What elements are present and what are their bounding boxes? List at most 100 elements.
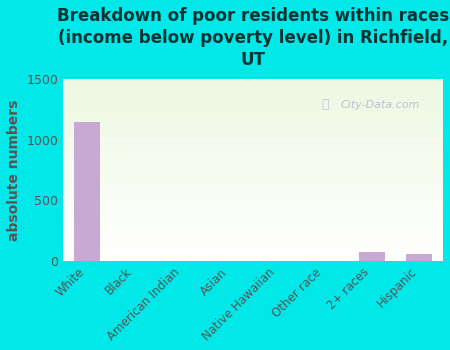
Bar [63, 227, 443, 228]
Bar [63, 133, 443, 134]
Bar [63, 234, 443, 235]
Bar [63, 218, 443, 219]
Bar [63, 156, 443, 157]
Bar [63, 190, 443, 191]
Bar [63, 198, 443, 199]
Bar [63, 206, 443, 207]
Bar [63, 146, 443, 147]
Bar [63, 109, 443, 110]
Bar [63, 85, 443, 86]
Bar [63, 145, 443, 146]
Bar [63, 104, 443, 105]
Bar [63, 107, 443, 108]
Bar [63, 132, 443, 133]
Bar [63, 199, 443, 200]
Bar [63, 226, 443, 227]
Bar [63, 247, 443, 248]
Bar [63, 239, 443, 240]
Bar [63, 153, 443, 154]
Bar [63, 84, 443, 85]
Bar [63, 106, 443, 107]
Bar [63, 176, 443, 177]
Bar [63, 149, 443, 150]
Bar [63, 94, 443, 95]
Bar [63, 232, 443, 233]
Bar [63, 249, 443, 250]
Bar [63, 116, 443, 117]
Bar [63, 90, 443, 91]
Bar [63, 255, 443, 256]
Bar [63, 113, 443, 114]
Bar [63, 161, 443, 162]
Bar [63, 254, 443, 255]
Bar [63, 217, 443, 218]
Bar [63, 96, 443, 97]
Bar [63, 223, 443, 224]
Bar [63, 201, 443, 202]
Bar [63, 140, 443, 141]
Bar [63, 187, 443, 188]
Bar [63, 178, 443, 179]
Bar [63, 97, 443, 98]
Bar [63, 102, 443, 103]
Bar [63, 80, 443, 81]
Bar [63, 92, 443, 93]
Bar [63, 219, 443, 220]
Bar [63, 125, 443, 126]
Bar [63, 211, 443, 212]
Bar [63, 157, 443, 158]
Bar [63, 151, 443, 152]
Bar [63, 159, 443, 160]
Bar [63, 168, 443, 169]
Bar [63, 111, 443, 112]
Bar [63, 105, 443, 106]
Bar [74, 121, 100, 261]
Bar [63, 110, 443, 111]
Bar [63, 182, 443, 183]
Bar [63, 81, 443, 82]
Bar [63, 139, 443, 140]
Bar [63, 98, 443, 99]
Bar [63, 147, 443, 148]
Bar [63, 173, 443, 174]
Bar [63, 130, 443, 131]
Bar [63, 108, 443, 109]
Bar [63, 193, 443, 194]
Bar [63, 203, 443, 204]
Bar [63, 248, 443, 249]
Bar [63, 86, 443, 88]
Bar [63, 228, 443, 229]
Bar [63, 115, 443, 116]
Bar [63, 202, 443, 203]
Bar [63, 138, 443, 139]
Bar [63, 144, 443, 145]
Bar [63, 123, 443, 124]
Bar [63, 184, 443, 186]
Bar [63, 246, 443, 247]
Bar [63, 240, 443, 241]
Bar [63, 222, 443, 223]
Bar [63, 192, 443, 193]
Bar [63, 172, 443, 173]
Bar [63, 137, 443, 138]
Bar [63, 179, 443, 180]
Bar [63, 82, 443, 83]
Bar [63, 205, 443, 206]
Bar [63, 237, 443, 238]
Bar [63, 188, 443, 189]
Text: ⦿: ⦿ [321, 98, 329, 111]
Bar [63, 154, 443, 155]
Bar [63, 164, 443, 166]
Bar [63, 169, 443, 170]
Bar [63, 126, 443, 127]
Bar [63, 231, 443, 232]
Bar [63, 131, 443, 132]
Bar [63, 214, 443, 215]
Bar [63, 166, 443, 167]
Bar [63, 177, 443, 178]
Bar [63, 236, 443, 237]
Bar [63, 143, 443, 144]
Bar [63, 175, 443, 176]
Bar [63, 155, 443, 156]
Bar [63, 233, 443, 235]
